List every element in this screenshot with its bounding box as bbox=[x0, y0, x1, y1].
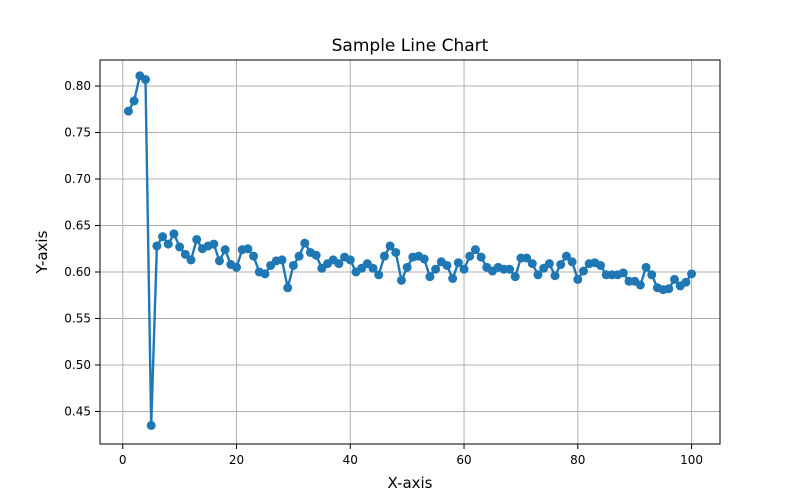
axis-ticks: 0 20 40 60 80 100 0.45 0.50 0.55 0.60 0.65 0.70 0.75… bbox=[64, 79, 703, 467]
data-point bbox=[169, 229, 179, 239]
data-point bbox=[311, 250, 321, 260]
data-point bbox=[374, 270, 384, 280]
data-point bbox=[573, 274, 583, 284]
data-point bbox=[641, 262, 651, 272]
data-point bbox=[618, 268, 628, 278]
data-point bbox=[146, 420, 156, 430]
data-series bbox=[123, 71, 697, 430]
data-point bbox=[419, 254, 429, 264]
data-point bbox=[431, 264, 441, 274]
data-point bbox=[561, 251, 571, 261]
data-point bbox=[681, 277, 691, 287]
data-point bbox=[249, 251, 259, 261]
data-point bbox=[175, 242, 185, 252]
data-point bbox=[158, 232, 168, 242]
data-point bbox=[578, 266, 588, 276]
data-point bbox=[522, 253, 532, 263]
data-point bbox=[425, 272, 435, 282]
x-tick-label: 40 bbox=[343, 453, 358, 467]
data-point bbox=[567, 257, 577, 267]
data-point bbox=[505, 264, 515, 274]
data-point bbox=[180, 249, 190, 259]
x-axis-label: X-axis bbox=[388, 474, 433, 492]
y-tick-label: 0.50 bbox=[64, 358, 91, 372]
chart-title: Sample Line Chart bbox=[332, 36, 489, 56]
y-tick-label: 0.60 bbox=[64, 265, 91, 279]
data-point bbox=[220, 245, 230, 255]
data-point bbox=[669, 274, 679, 284]
data-point bbox=[391, 247, 401, 257]
data-point bbox=[141, 75, 151, 85]
data-point bbox=[385, 241, 395, 251]
x-tick-label: 0 bbox=[119, 453, 127, 467]
data-point bbox=[448, 273, 458, 283]
data-point bbox=[664, 284, 674, 294]
data-point bbox=[283, 283, 293, 293]
data-point bbox=[544, 259, 554, 269]
data-point bbox=[288, 260, 298, 270]
data-point bbox=[277, 255, 287, 265]
y-tick-label: 0.65 bbox=[64, 219, 91, 233]
data-point bbox=[470, 245, 480, 255]
data-point bbox=[379, 251, 389, 261]
data-point bbox=[442, 260, 452, 270]
data-point bbox=[163, 239, 173, 249]
data-point bbox=[192, 234, 202, 244]
y-tick-label: 0.75 bbox=[64, 126, 91, 140]
data-point bbox=[527, 259, 537, 269]
data-point bbox=[510, 272, 520, 282]
y-tick-label: 0.70 bbox=[64, 172, 91, 186]
data-point bbox=[687, 269, 697, 279]
data-point bbox=[533, 270, 543, 280]
data-point bbox=[123, 106, 133, 116]
y-axis-label: Y-axis bbox=[33, 230, 51, 274]
data-point bbox=[368, 263, 378, 273]
x-tick-label: 80 bbox=[570, 453, 585, 467]
data-point bbox=[300, 238, 310, 248]
data-point bbox=[465, 251, 475, 261]
data-point bbox=[129, 96, 139, 106]
data-point bbox=[345, 255, 355, 265]
data-point bbox=[260, 269, 270, 279]
data-point bbox=[596, 260, 606, 270]
x-tick-label: 20 bbox=[229, 453, 244, 467]
data-point bbox=[635, 280, 645, 290]
x-tick-label: 100 bbox=[680, 453, 703, 467]
data-point bbox=[209, 239, 219, 249]
y-tick-label: 0.80 bbox=[64, 79, 91, 93]
data-point bbox=[152, 241, 162, 251]
x-tick-label: 60 bbox=[456, 453, 471, 467]
data-point bbox=[476, 252, 486, 262]
data-point bbox=[214, 256, 224, 266]
data-point bbox=[294, 251, 304, 261]
data-point bbox=[453, 258, 463, 268]
data-point bbox=[232, 262, 242, 272]
data-point bbox=[556, 260, 566, 270]
y-tick-label: 0.45 bbox=[64, 404, 91, 418]
data-point bbox=[396, 275, 406, 285]
data-point bbox=[186, 255, 196, 265]
data-point bbox=[334, 259, 344, 269]
plot-area-frame bbox=[99, 59, 721, 445]
data-point bbox=[243, 244, 253, 254]
data-point bbox=[402, 262, 412, 272]
data-point bbox=[647, 270, 657, 280]
data-point bbox=[459, 264, 469, 274]
data-point bbox=[550, 271, 560, 281]
y-tick-label: 0.55 bbox=[64, 311, 91, 325]
